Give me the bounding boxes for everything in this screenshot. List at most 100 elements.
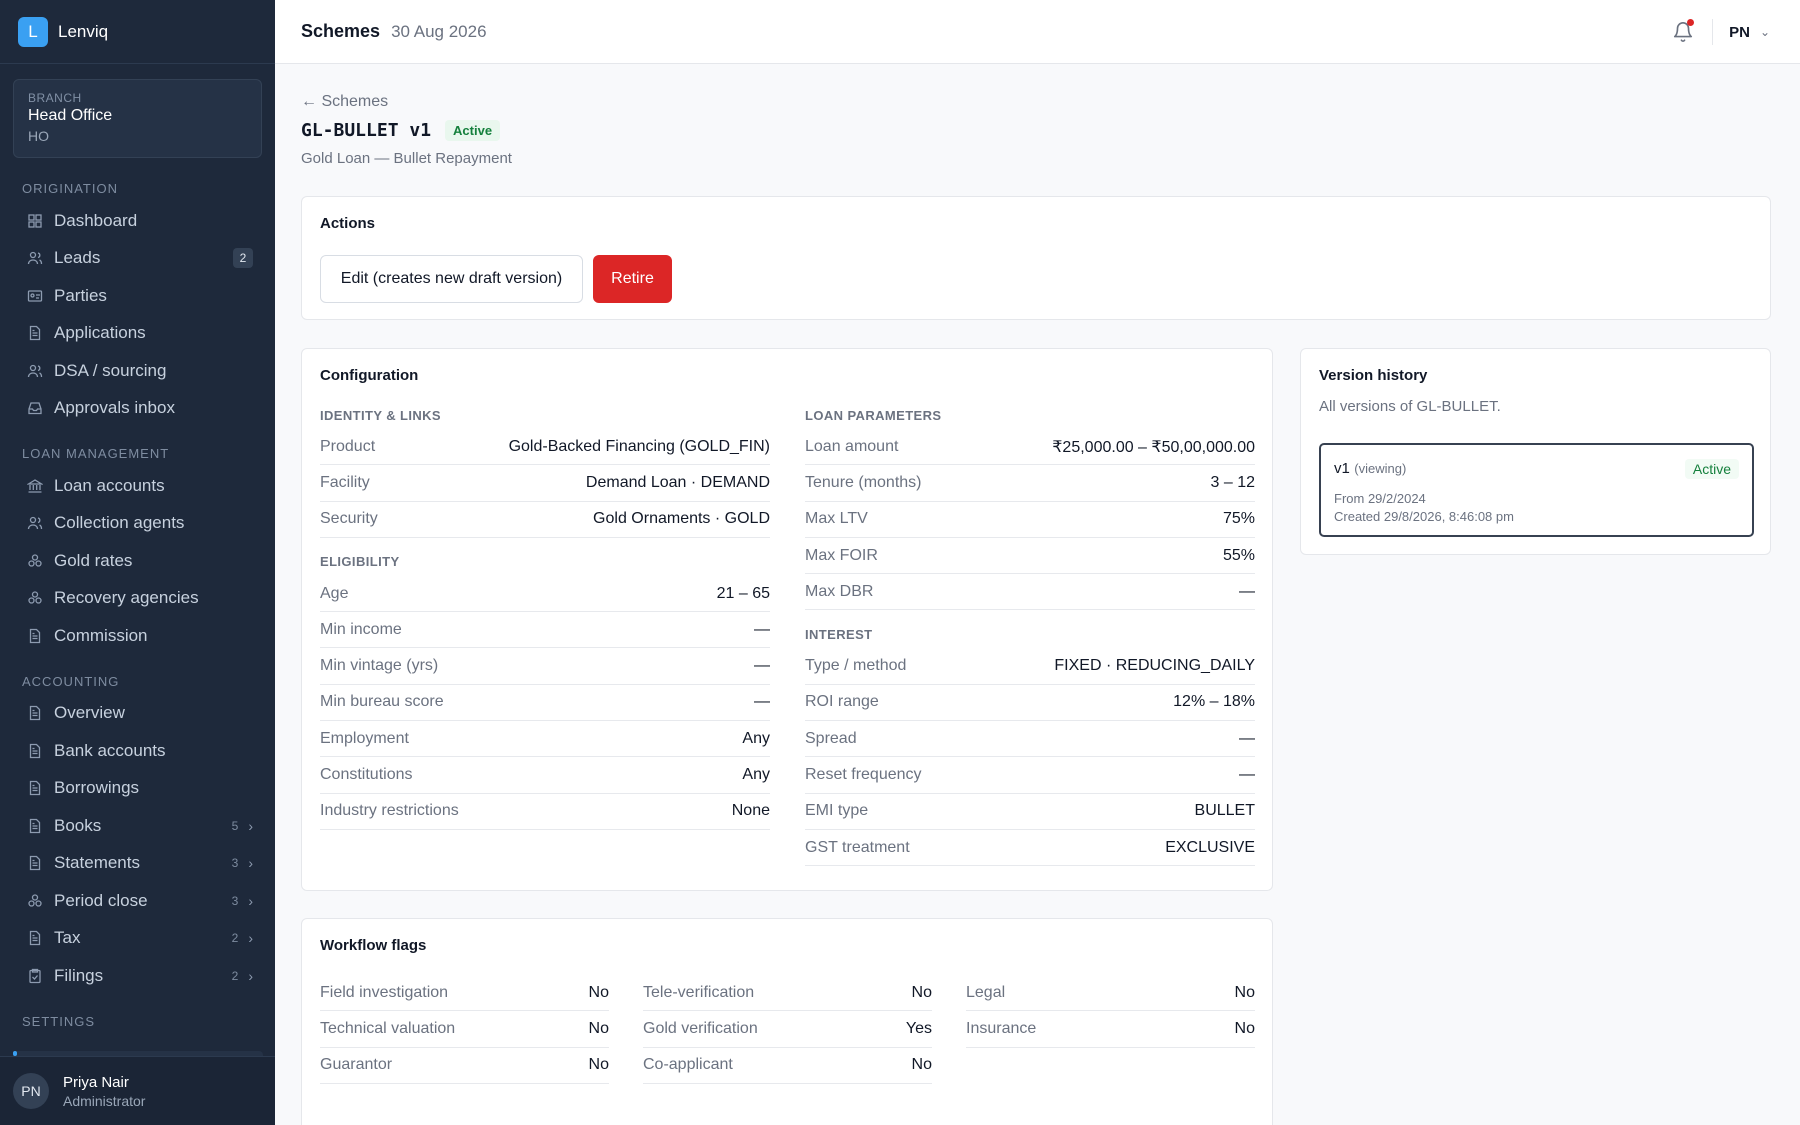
edit-button[interactable]: Edit (creates new draft version) — [320, 255, 583, 303]
config-row-reset-frequency: Reset frequency — — [805, 757, 1255, 794]
document-icon — [27, 743, 43, 759]
document-icon — [27, 818, 43, 834]
chevron-right-icon[interactable]: › — [248, 817, 253, 834]
flag-value: No — [588, 1019, 609, 1037]
sub-item-count: 3 — [231, 856, 239, 871]
back-to-schemes-link[interactable]: ← Schemes — [301, 93, 389, 110]
flag-value: No — [1234, 983, 1255, 1001]
config-value: 12% – 18% — [1173, 693, 1255, 711]
chevron-right-icon[interactable]: › — [248, 967, 253, 984]
config-key: Max DBR — [805, 582, 874, 600]
document-icon — [27, 325, 43, 341]
flag-key: Tele-verification — [643, 983, 755, 1001]
chevron-right-icon[interactable]: › — [248, 855, 253, 872]
sidebar-item-label: Recovery agencies — [54, 588, 199, 608]
version-history-card: Version history All versions of GL-BULLE… — [1300, 348, 1771, 555]
config-key: Type / method — [805, 657, 907, 675]
count-badge: 2 — [233, 248, 253, 269]
config-key: Loan amount — [805, 437, 899, 455]
version-viewing: (viewing) — [1354, 461, 1407, 476]
flag-row-legal: Legal No — [966, 975, 1255, 1012]
flag-key: Technical valuation — [320, 1019, 456, 1037]
group-spacer — [320, 538, 770, 548]
status-badge: Active — [445, 120, 501, 141]
version-item[interactable]: v1 (viewing) Active From 29/2/2024 Creat… — [1319, 443, 1754, 537]
document-icon — [27, 855, 43, 871]
sidebar-item-bank-accounts[interactable]: Bank accounts — [0, 732, 275, 770]
sidebar-item-label: Bank accounts — [54, 740, 166, 760]
chevron-right-icon[interactable]: › — [248, 892, 253, 909]
flag-key: Insurance — [966, 1019, 1037, 1037]
config-key: Min bureau score — [320, 693, 444, 711]
scheme-subtitle: Gold Loan — Bullet Repayment — [301, 150, 512, 167]
config-key: Facility — [320, 473, 370, 491]
config-value: — — [1239, 766, 1255, 784]
branch-code: HO — [28, 128, 49, 144]
sidebar-item-dashboard[interactable]: Dashboard — [0, 202, 275, 240]
flag-value: No — [588, 1056, 609, 1074]
flag-value: No — [1234, 1019, 1255, 1037]
config-key: Max LTV — [805, 510, 868, 528]
sidebar-item-recovery-agencies[interactable]: Recovery agencies — [0, 580, 275, 618]
document-icon — [27, 930, 43, 946]
config-row-emi-type: EMI type BULLET — [805, 794, 1255, 830]
config-row-security: Security Gold Ornaments · GOLD — [320, 502, 770, 538]
sidebar-item-dsa-sourcing[interactable]: DSA / sourcing — [0, 352, 275, 390]
config-value: — — [1239, 729, 1255, 747]
workflow-flags-card: Workflow flags Field investigation No Tech… — [301, 918, 1273, 1125]
coins-icon — [27, 893, 43, 909]
sidebar-item-approvals-inbox[interactable]: Approvals inbox — [0, 390, 275, 428]
scheme-code: GL-BULLET v1 — [301, 120, 432, 141]
retire-button[interactable]: Retire — [593, 255, 672, 303]
grid-icon — [27, 213, 43, 229]
sidebar-item-label: Approvals inbox — [54, 398, 175, 418]
document-icon — [27, 628, 43, 644]
branch-selector[interactable]: BRANCH Head Office HO — [13, 79, 262, 158]
topbar-right: PN ⌄ — [1672, 0, 1770, 64]
brand[interactable]: L Lenviq — [0, 0, 275, 64]
config-row-constitutions: Constitutions Any — [320, 757, 770, 794]
config-row-loan-amount: Loan amount ₹25,000.00 – ₹50,00,000.00 — [805, 429, 1255, 466]
config-value: Any — [742, 729, 770, 747]
sidebar-item-leads[interactable]: Leads 2 — [0, 240, 275, 278]
actions-title: Actions — [320, 215, 376, 232]
sidebar-item-label: DSA / sourcing — [54, 360, 167, 380]
flag-key: Gold verification — [643, 1019, 758, 1037]
bell-icon[interactable] — [1672, 19, 1695, 43]
sidebar-item-statements[interactable]: Statements 3 › — [0, 845, 275, 883]
flag-row-tele-verification: Tele-verification No — [643, 975, 932, 1012]
config-key: Age — [320, 584, 349, 602]
user-role: Administrator — [63, 1092, 146, 1109]
document-icon — [27, 705, 43, 721]
config-value: EXCLUSIVE — [1165, 838, 1255, 856]
sidebar-item-parties[interactable]: Parties — [0, 277, 275, 315]
config-row-max-ltv: Max LTV 75% — [805, 502, 1255, 538]
actions-card: Actions Edit (creates new draft version)… — [301, 196, 1771, 320]
sidebar-item-period-close[interactable]: Period close 3 › — [0, 882, 275, 920]
sidebar-item-label: Parties — [54, 285, 107, 305]
notification-dot — [1687, 19, 1695, 26]
config-value: Gold-Backed Financing (GOLD_FIN) — [508, 437, 770, 455]
sidebar-item-label: Borrowings — [54, 778, 140, 798]
chevron-right-icon[interactable]: › — [248, 930, 253, 947]
sidebar-item-gold-rates[interactable]: Gold rates — [0, 542, 275, 580]
sidebar-user[interactable]: PN Priya Nair Administrator — [0, 1056, 275, 1125]
users-icon — [27, 515, 43, 531]
user-menu-initials[interactable]: PN — [1729, 23, 1750, 41]
sub-item-count: 2 — [231, 931, 239, 946]
brand-name: Lenviq — [58, 21, 109, 41]
sidebar-item-commission[interactable]: Commission — [0, 617, 275, 655]
sidebar-item-borrowings[interactable]: Borrowings — [0, 770, 275, 808]
sidebar-item-label: Dashboard — [54, 210, 138, 230]
chevron-down-icon[interactable]: ⌄ — [1759, 25, 1770, 39]
sidebar-item-books[interactable]: Books 5 › — [0, 807, 275, 845]
config-value: — — [754, 693, 770, 711]
sidebar-item-tax[interactable]: Tax 2 › — [0, 920, 275, 958]
sidebar-item-overview[interactable]: Overview — [0, 695, 275, 733]
sidebar-item-filings[interactable]: Filings 2 › — [0, 957, 275, 995]
flag-column: Tele-verification No Gold verification Yes C… — [643, 975, 932, 1084]
sidebar-item-loan-accounts[interactable]: Loan accounts — [0, 467, 275, 505]
sidebar-item-applications[interactable]: Applications — [0, 315, 275, 353]
group-heading-interest: INTEREST — [805, 626, 873, 642]
sidebar-item-collection-agents[interactable]: Collection agents — [0, 505, 275, 543]
